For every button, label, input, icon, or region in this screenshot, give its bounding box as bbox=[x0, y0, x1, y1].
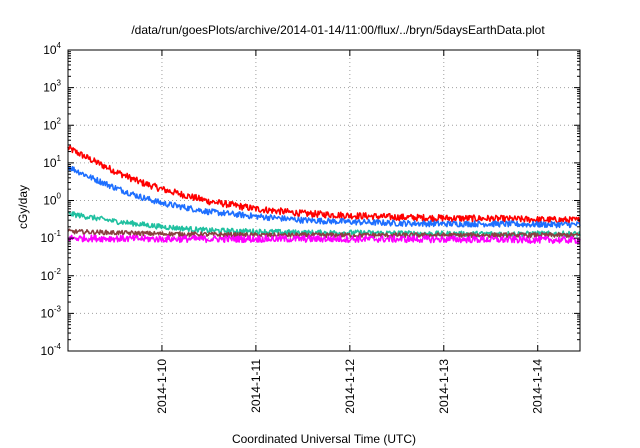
series-line-4 bbox=[67, 228, 581, 239]
y-tick-label-exponent: 2 bbox=[57, 116, 62, 125]
series-line-1 bbox=[67, 144, 581, 225]
grid-lines bbox=[68, 49, 580, 352]
x-axis-label: Coordinated Universal Time (UTC) bbox=[232, 432, 416, 446]
y-tick-label-base: 10 bbox=[41, 269, 55, 283]
y-tick-label-base: 10 bbox=[43, 156, 57, 170]
x-tick-label: 2014-1-12 bbox=[343, 359, 357, 414]
y-tick-label-exponent: 0 bbox=[57, 192, 62, 201]
y-tick-label-exponent: 3 bbox=[57, 79, 62, 88]
y-tick-label-exponent: -2 bbox=[54, 267, 62, 276]
y-tick-label: 10-2 bbox=[41, 267, 62, 283]
x-tick-label: 2014-1-13 bbox=[437, 359, 451, 414]
y-tick-label: 104 bbox=[43, 41, 61, 57]
y-tick-label-base: 10 bbox=[43, 81, 57, 95]
series-line-5 bbox=[67, 234, 581, 245]
y-tick-label-base: 10 bbox=[43, 194, 57, 208]
y-tick-label: 100 bbox=[43, 192, 61, 208]
y-tick-label: 103 bbox=[43, 79, 61, 95]
chart-title: /data/run/goesPlots/archive/2014-01-14/1… bbox=[131, 23, 545, 37]
y-tick-label: 10-1 bbox=[41, 229, 62, 245]
y-tick-label-base: 10 bbox=[41, 344, 55, 358]
x-tick-label: 2014-1-14 bbox=[531, 359, 545, 414]
series-line-2 bbox=[67, 165, 581, 229]
y-tick-label: 10-3 bbox=[41, 304, 62, 320]
y-tick-label-base: 10 bbox=[41, 306, 55, 320]
x-tick-label: 2014-1-11 bbox=[249, 359, 263, 413]
y-tick-label: 102 bbox=[43, 116, 61, 132]
x-tick-label: 2014-1-10 bbox=[155, 359, 169, 414]
data-series bbox=[67, 144, 581, 245]
y-tick-label: 10-4 bbox=[41, 342, 62, 358]
y-tick-label-base: 10 bbox=[43, 118, 57, 132]
axis-ticks: 10-410-310-210-11001011021031042014-1-10… bbox=[41, 41, 580, 414]
y-tick-label-exponent: -1 bbox=[54, 229, 62, 238]
y-tick-label-exponent: 4 bbox=[57, 41, 62, 50]
y-tick-label-exponent: 1 bbox=[57, 154, 62, 163]
y-tick-label: 101 bbox=[43, 154, 61, 170]
y-tick-label-base: 10 bbox=[43, 43, 57, 57]
y-tick-label-base: 10 bbox=[41, 231, 55, 245]
y-tick-label-exponent: -4 bbox=[54, 342, 62, 351]
y-tick-label-exponent: -3 bbox=[54, 304, 62, 313]
y-axis-label: cGy/day bbox=[16, 185, 30, 229]
